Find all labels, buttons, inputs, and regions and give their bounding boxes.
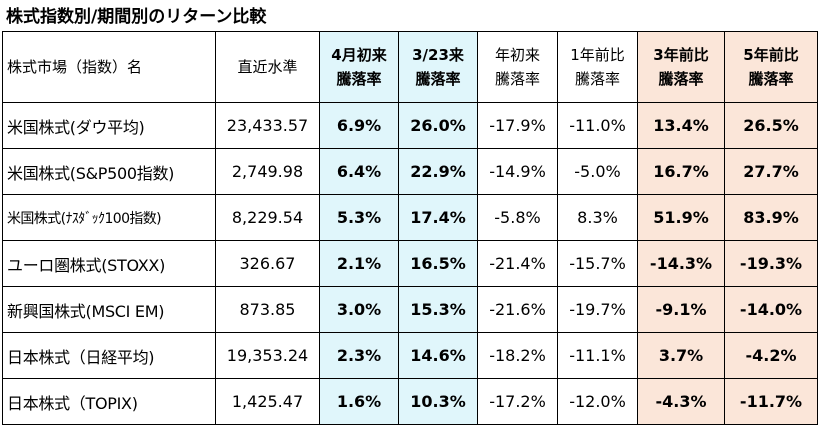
column-header-latest-level: 直近水準 [215, 31, 320, 103]
table-row: ユーロ圏株式(STOXX) 326.67 2.1% 16.5% -21.4% -15.7%… [2, 240, 818, 287]
cell-latest-level: 23,433.57 [215, 102, 320, 149]
cell-three-year-return: 16.7% [637, 148, 725, 195]
cell-mar23-return: 14.6% [398, 332, 478, 379]
column-header-market-name: 株式市場（指数）名 [2, 31, 216, 103]
column-header-line: 4月初来 [331, 46, 387, 64]
cell-ytd-return: -5.8% [477, 194, 558, 241]
cell-five-year-return: -4.2% [724, 332, 818, 379]
cell-ytd-return: -18.2% [477, 332, 558, 379]
cell-latest-level: 8,229.54 [215, 194, 320, 241]
cell-mar23-return: 26.0% [398, 102, 478, 149]
cell-apr-return: 6.4% [319, 148, 399, 195]
cell-ytd-return: -17.2% [477, 378, 558, 425]
cell-apr-return: 2.1% [319, 240, 399, 287]
table-row: 日本株式（TOPIX) 1,425.47 1.6% 10.3% -17.2% -12.0%… [2, 378, 818, 425]
cell-market-name: 米国株式(ダウ平均) [2, 102, 216, 149]
column-header-line: 1年前比 [570, 46, 625, 64]
cell-latest-level: 2,749.98 [215, 148, 320, 195]
column-header-line: 騰落率 [415, 70, 461, 88]
cell-mar23-return: 15.3% [398, 286, 478, 333]
cell-yoy-return: -5.0% [557, 148, 638, 195]
cell-five-year-return: -19.3% [724, 240, 818, 287]
cell-five-year-return: 26.5% [724, 102, 818, 149]
cell-three-year-return: -4.3% [637, 378, 725, 425]
table-row: 米国株式(ﾅｽﾀﾞｯｸ100指数) 8,229.54 5.3% 17.4% -5.8% 8… [2, 194, 818, 241]
cell-market-name: 米国株式(S&P500指数) [2, 148, 216, 195]
cell-mar23-return: 22.9% [398, 148, 478, 195]
cell-latest-level: 326.67 [215, 240, 320, 287]
cell-apr-return: 5.3% [319, 194, 399, 241]
column-header-five-year-return: 5年前比騰落率 [724, 31, 818, 103]
cell-mar23-return: 17.4% [398, 194, 478, 241]
column-header-apr-return: 4月初来騰落率 [319, 31, 399, 103]
cell-market-name: 日本株式（TOPIX) [2, 378, 216, 425]
cell-market-name: ユーロ圏株式(STOXX) [2, 240, 216, 287]
cell-five-year-return: -14.0% [724, 286, 818, 333]
cell-apr-return: 3.0% [319, 286, 399, 333]
cell-five-year-return: -11.7% [724, 378, 818, 425]
column-header-line: 騰落率 [748, 70, 794, 88]
cell-ytd-return: -21.6% [477, 286, 558, 333]
column-header-yoy-return: 1年前比騰落率 [557, 31, 638, 103]
table-row: 米国株式(S&P500指数) 2,749.98 6.4% 22.9% -14.9% -5.… [2, 148, 818, 195]
cell-market-name: 米国株式(ﾅｽﾀﾞｯｸ100指数) [2, 194, 216, 241]
cell-latest-level: 873.85 [215, 286, 320, 333]
cell-yoy-return: 8.3% [557, 194, 638, 241]
column-header-line: 騰落率 [494, 70, 540, 88]
cell-latest-level: 1,425.47 [215, 378, 320, 425]
table-header: 株式市場（指数）名 直近水準 4月初来 騰落率 3/23来 騰落率 年初来 騰落率 1年前比 騰落… [2, 31, 818, 103]
cell-five-year-return: 83.9% [724, 194, 818, 241]
column-header-line: 3年前比 [653, 46, 709, 64]
column-header-line: 年初来 [494, 46, 540, 64]
table-row: 米国株式(ダウ平均) 23,433.57 6.9% 26.0% -17.9% -11.0%… [2, 102, 818, 149]
returns-table: 株式市場（指数）名 直近水準 4月初来 騰落率 3/23来 騰落率 年初来 騰落率 1年前比 騰落… [2, 31, 818, 425]
cell-mar23-return: 10.3% [398, 378, 478, 425]
returns-table-container: 株式市場（指数）名 直近水準 4月初来 騰落率 3/23来 騰落率 年初来 騰落率 1年前比 騰落… [2, 31, 818, 425]
cell-three-year-return: -9.1% [637, 286, 725, 333]
column-header-line: 直近水準 [237, 58, 298, 76]
cell-apr-return: 1.6% [319, 378, 399, 425]
cell-apr-return: 2.3% [319, 332, 399, 379]
column-header-line: 騰落率 [658, 70, 704, 88]
cell-five-year-return: 27.7% [724, 148, 818, 195]
column-header-mar23-return: 3/23来騰落率 [398, 31, 478, 103]
table-row: 新興国株式(MSCI EM) 873.85 3.0% 15.3% -21.6% -19.7… [2, 286, 818, 333]
cell-apr-return: 6.9% [319, 102, 399, 149]
column-header-line: 騰落率 [336, 70, 382, 88]
cell-latest-level: 19,353.24 [215, 332, 320, 379]
cell-yoy-return: -15.7% [557, 240, 638, 287]
header-row: 株式市場（指数）名 直近水準 4月初来 騰落率 3/23来 騰落率 年初来 騰落率 1年前比 騰落… [2, 31, 818, 103]
column-header-ytd-return: 年初来 騰落率 [477, 31, 558, 103]
column-header-line: 株式市場（指数）名 [7, 58, 143, 76]
cell-market-name: 新興国株式(MSCI EM) [2, 286, 216, 333]
cell-three-year-return: 13.4% [637, 102, 725, 149]
table-row: 日本株式（日経平均) 19,353.24 2.3% 14.6% -18.2% -11.1%… [2, 332, 818, 379]
page-title: 株式指数別/期間別のリターン比較 [6, 7, 267, 27]
cell-ytd-return: -14.9% [477, 148, 558, 195]
cell-market-name: 日本株式（日経平均) [2, 332, 216, 379]
cell-ytd-return: -21.4% [477, 240, 558, 287]
cell-ytd-return: -17.9% [477, 102, 558, 149]
cell-yoy-return: -19.7% [557, 286, 638, 333]
cell-three-year-return: 51.9% [637, 194, 725, 241]
cell-three-year-return: -14.3% [637, 240, 725, 287]
cell-three-year-return: 3.7% [637, 332, 725, 379]
column-header-line: 3/23来 [412, 46, 464, 64]
column-header-line: 5年前比 [743, 46, 799, 64]
column-header-three-year-return: 3年前比騰落率 [637, 31, 725, 103]
cell-mar23-return: 16.5% [398, 240, 478, 287]
table-body: 米国株式(ダウ平均) 23,433.57 6.9% 26.0% -17.9% -11.0%… [2, 102, 818, 425]
column-header-line: 騰落率 [574, 70, 620, 88]
cell-yoy-return: -11.1% [557, 332, 638, 379]
cell-yoy-return: -11.0% [557, 102, 638, 149]
cell-yoy-return: -12.0% [557, 378, 638, 425]
